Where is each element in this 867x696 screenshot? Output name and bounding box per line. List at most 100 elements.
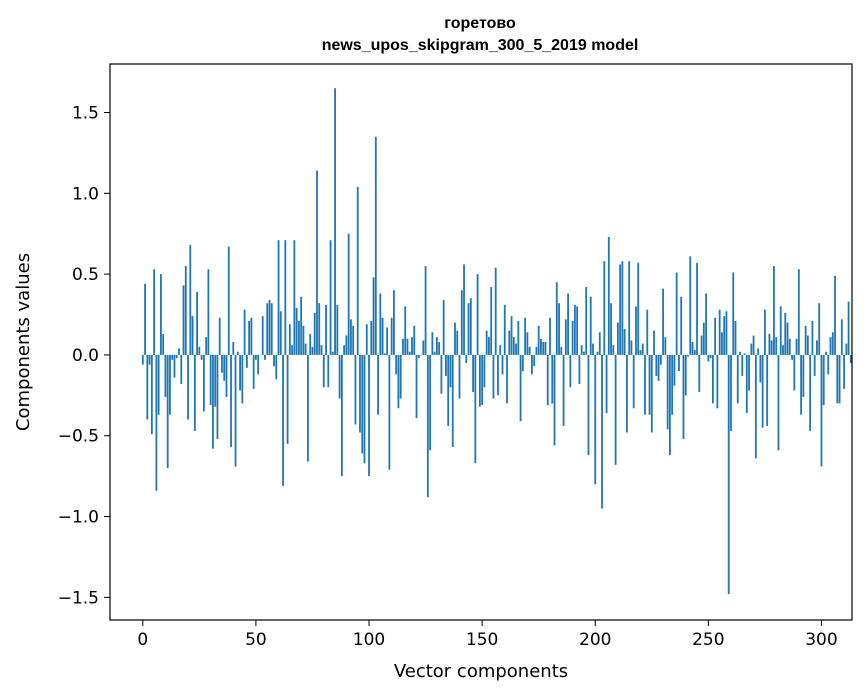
- bar: [736, 354, 739, 404]
- bar: [616, 322, 619, 355]
- bar: [438, 342, 441, 355]
- bar: [465, 354, 468, 364]
- bar: [668, 354, 671, 456]
- bar: [338, 354, 341, 399]
- bar: [528, 346, 531, 355]
- bar: [395, 354, 398, 375]
- bar: [741, 354, 744, 376]
- bar: [684, 354, 687, 396]
- bar: [834, 275, 836, 355]
- bar: [596, 351, 599, 355]
- bar: [696, 262, 698, 355]
- bar: [585, 287, 588, 355]
- bar: [499, 345, 502, 355]
- bar: [553, 354, 556, 446]
- bar: [777, 354, 780, 451]
- bar: [248, 320, 251, 355]
- bar: [648, 354, 651, 415]
- bar: [540, 338, 542, 355]
- bar: [700, 335, 703, 355]
- bar: [501, 354, 504, 375]
- bar: [687, 354, 689, 357]
- bar: [628, 261, 631, 355]
- bar: [739, 351, 741, 355]
- bar: [454, 322, 456, 355]
- bar: [732, 272, 735, 355]
- bar: [607, 236, 610, 355]
- bar: [490, 287, 493, 355]
- bar: [693, 350, 696, 355]
- bar: [365, 324, 368, 355]
- bar: [827, 354, 830, 375]
- bar: [180, 354, 183, 385]
- bar: [635, 306, 637, 355]
- bar: [519, 354, 522, 422]
- bar: [442, 299, 445, 355]
- bar: [555, 282, 558, 355]
- bar: [786, 322, 789, 355]
- bar: [302, 325, 305, 355]
- bar: [716, 354, 719, 409]
- x-tick-label: 50: [245, 630, 267, 650]
- bar: [573, 304, 576, 355]
- bar: [449, 354, 452, 388]
- bar: [368, 354, 370, 477]
- bar: [791, 354, 793, 360]
- bar: [492, 354, 495, 399]
- bar: [472, 354, 474, 393]
- bar: [297, 320, 300, 355]
- bar: [361, 354, 364, 454]
- bar: [467, 303, 470, 355]
- bar: [779, 306, 782, 355]
- bar: [191, 316, 194, 355]
- y-tick-label: 0.0: [72, 346, 99, 366]
- bar: [331, 351, 334, 355]
- bar: [415, 354, 418, 418]
- bar: [804, 325, 807, 355]
- bar: [162, 333, 165, 355]
- bar: [268, 299, 271, 355]
- bar: [619, 264, 622, 355]
- bar: [187, 354, 189, 420]
- bar: [754, 354, 757, 459]
- bar: [743, 353, 746, 355]
- bar: [157, 354, 160, 415]
- bar: [431, 332, 434, 355]
- bar: [605, 354, 608, 414]
- bar: [558, 303, 560, 355]
- bar: [806, 335, 809, 355]
- bar: [245, 354, 248, 368]
- bar: [159, 274, 162, 355]
- bar: [250, 317, 253, 355]
- bar: [784, 312, 787, 355]
- bar: [639, 350, 642, 355]
- bar: [393, 290, 395, 355]
- bar: [426, 354, 429, 498]
- bar: [678, 354, 680, 372]
- bar: [750, 343, 753, 355]
- bar: [189, 245, 192, 355]
- bar: [221, 354, 223, 373]
- bar: [345, 335, 348, 355]
- bar: [307, 354, 309, 462]
- bar: [766, 354, 769, 427]
- bar: [456, 330, 459, 355]
- bar: [182, 285, 185, 355]
- bar: [295, 308, 298, 355]
- bar: [782, 345, 784, 355]
- bar: [196, 291, 198, 355]
- bar: [580, 345, 583, 355]
- bar: [379, 293, 382, 355]
- bar: [727, 354, 730, 595]
- bar: [202, 354, 205, 412]
- bar: [406, 338, 409, 355]
- bar: [564, 319, 567, 355]
- y-tick-label: −0.5: [58, 427, 99, 447]
- bar: [773, 266, 775, 355]
- bar: [150, 354, 153, 435]
- bar: [277, 240, 280, 355]
- bar: [533, 354, 536, 367]
- bar: [209, 354, 212, 406]
- bar: [845, 343, 848, 355]
